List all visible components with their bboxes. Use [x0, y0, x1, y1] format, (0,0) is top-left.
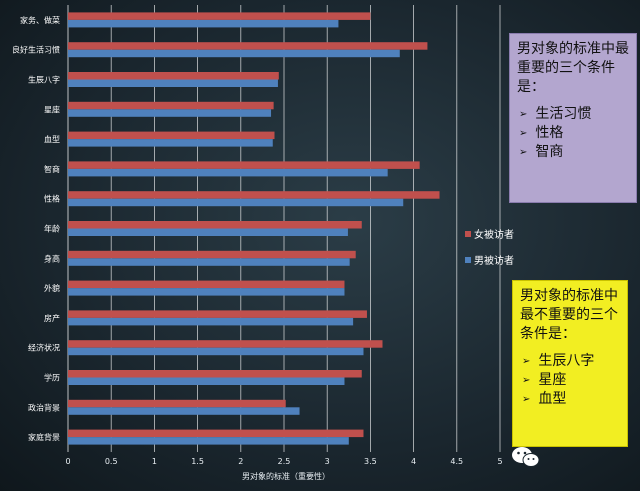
arrow-bullet-icon: ➢ — [522, 375, 531, 386]
category-label: 年龄 — [44, 224, 60, 234]
bar-male — [68, 288, 345, 296]
wechat-icon — [512, 447, 540, 467]
bar-female — [68, 101, 274, 110]
bar-male — [68, 49, 400, 58]
arrow-bullet-icon: ➢ — [519, 128, 528, 139]
x-tick-label: 1 — [152, 457, 157, 466]
least-important-list: ➢ 生辰八字 ➢ 星座 ➢ 血型 — [513, 352, 627, 409]
bar-female — [68, 221, 362, 229]
bar-male — [68, 258, 350, 266]
bar-male — [68, 19, 339, 28]
most-important-note: 男对象的标准中最重要的三个条件是： ➢ 生活习惯 ➢ 性格 ➢ 智商 — [509, 33, 637, 203]
bar-male — [68, 79, 278, 87]
x-tick-label: 2 — [238, 457, 243, 466]
bars — [68, 12, 440, 445]
least-important-title: 男对象的标准中最不重要的三个条件是： — [520, 288, 618, 342]
legend-swatch-male — [465, 256, 471, 263]
category-label: 良好生活习惯 — [12, 45, 60, 55]
list-item: ➢ 星座 — [522, 372, 567, 388]
bar-male — [68, 437, 349, 445]
bar-male — [68, 228, 348, 236]
category-label: 学历 — [44, 373, 60, 383]
list-item: ➢ 血型 — [522, 391, 567, 407]
category-label: 星座 — [44, 104, 60, 114]
legend-swatch-female — [465, 230, 471, 237]
legend-label-male: 男被访者 — [474, 256, 514, 267]
x-tick-label: 1.5 — [191, 457, 204, 466]
legend-item-female: 女被访者 — [465, 226, 514, 241]
x-tick-label: 5 — [497, 457, 502, 466]
bar-female — [68, 42, 428, 50]
arrow-bullet-icon: ➢ — [519, 109, 528, 120]
x-tick-label: 0 — [65, 457, 70, 466]
category-label: 血型 — [44, 134, 60, 144]
x-tick-label: 2.5 — [278, 457, 291, 466]
most-important-title: 男对象的标准中最重要的三个条件是： — [517, 41, 629, 95]
x-tick-label: 4.5 — [450, 457, 463, 466]
legend-item-male: 男被访者 — [465, 252, 514, 267]
x-axis-title: 男对象的标准（重要性） — [242, 471, 330, 481]
x-tick-label: 0.5 — [105, 457, 118, 466]
x-tick-labels: 0 0.5 1 1.5 2 2.5 3 3.5 4 4.5 5 — [65, 457, 502, 466]
list-item: ➢ 生辰八字 — [522, 353, 595, 369]
x-tick-label: 3.5 — [364, 457, 377, 466]
bar-male — [68, 168, 388, 177]
category-label: 政治背景 — [28, 402, 60, 412]
bar-female — [68, 429, 364, 438]
category-label: 家务、做菜 — [20, 15, 60, 25]
arrow-bullet-icon: ➢ — [519, 147, 528, 158]
arrow-bullet-icon: ➢ — [522, 356, 531, 367]
arrow-bullet-icon: ➢ — [522, 394, 531, 405]
list-item: ➢ 智商 — [519, 144, 564, 160]
list-item: ➢ 生活习惯 — [519, 106, 592, 122]
bar-female — [68, 72, 279, 80]
category-label: 房产 — [44, 313, 60, 323]
bar-male — [68, 109, 272, 117]
category-label: 家庭背景 — [28, 432, 60, 442]
category-label: 身高 — [44, 253, 60, 263]
least-important-note: 男对象的标准中最不重要的三个条件是： ➢ 生辰八字 ➢ 星座 ➢ 血型 — [512, 280, 628, 447]
category-label: 经济状况 — [28, 343, 60, 353]
bar-female — [68, 370, 362, 378]
category-label: 智商 — [44, 164, 60, 174]
bar-female — [68, 280, 345, 289]
bar-female — [68, 12, 371, 20]
bar-male — [68, 139, 273, 147]
category-label: 性格 — [44, 194, 60, 204]
legend-label-female: 女被访者 — [474, 230, 514, 241]
category-label: 生辰八字 — [28, 75, 60, 85]
x-tick-label: 3 — [325, 457, 330, 466]
bar-male — [68, 407, 300, 415]
bar-female — [68, 310, 367, 318]
bar-male — [68, 198, 404, 207]
most-important-list: ➢ 生活习惯 ➢ 性格 ➢ 智商 — [510, 105, 636, 162]
bar-female — [68, 131, 275, 140]
x-tick-label: 4 — [411, 457, 416, 466]
category-labels: 家庭背景 政治背景 学历 经济状况 房产 外貌 身高 年龄 性格 智商 血型 星座 生辰八字 良好生活习惯… — [12, 15, 60, 442]
bar-female — [68, 340, 383, 348]
bar-female — [68, 161, 420, 169]
bar-male — [68, 317, 354, 326]
bar-male — [68, 347, 364, 356]
list-item: ➢ 性格 — [519, 125, 564, 141]
bar-female — [68, 399, 286, 408]
category-label: 外貌 — [44, 283, 60, 293]
bar-female — [68, 250, 356, 259]
bar-male — [68, 377, 345, 385]
bar-female — [68, 191, 440, 199]
